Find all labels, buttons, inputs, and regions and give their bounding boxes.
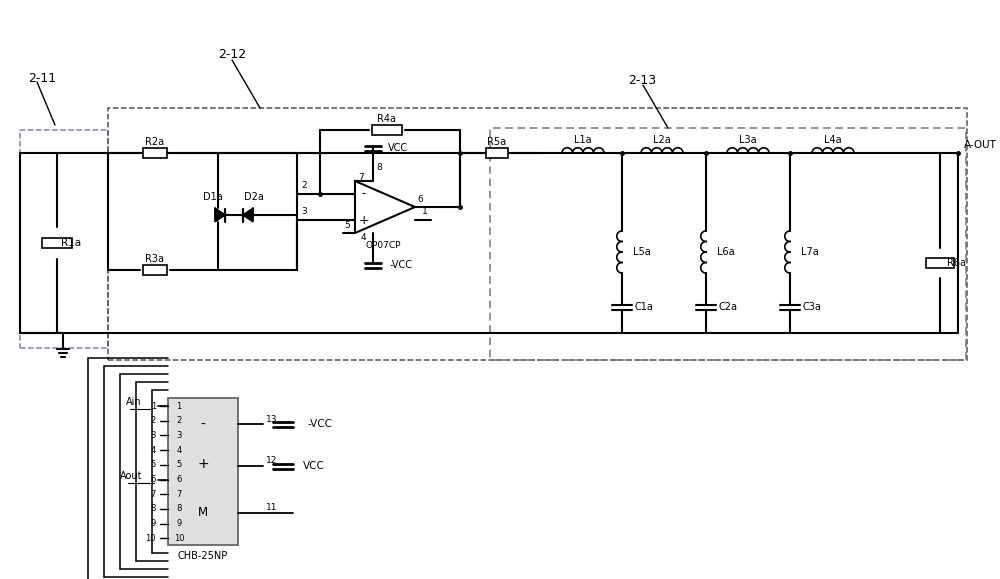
Text: C1a: C1a xyxy=(635,302,653,312)
Bar xyxy=(42,238,72,248)
Polygon shape xyxy=(243,208,253,222)
Text: 2: 2 xyxy=(151,416,156,426)
Text: 4: 4 xyxy=(360,233,366,243)
Bar xyxy=(20,130,108,348)
Bar xyxy=(108,108,967,360)
Text: 1: 1 xyxy=(176,402,182,411)
Text: R5a: R5a xyxy=(487,137,507,147)
Text: D1a: D1a xyxy=(203,192,223,202)
Text: 2-12: 2-12 xyxy=(218,49,246,61)
Text: R3a: R3a xyxy=(146,254,164,264)
Text: -: - xyxy=(362,188,366,200)
Text: R4a: R4a xyxy=(378,114,396,124)
Text: 6: 6 xyxy=(151,475,156,484)
Text: L6a: L6a xyxy=(717,247,735,257)
Text: 7: 7 xyxy=(176,490,182,499)
Text: 4: 4 xyxy=(151,446,156,455)
Bar xyxy=(490,128,966,360)
Text: 7: 7 xyxy=(151,490,156,499)
Text: -: - xyxy=(201,417,205,431)
Text: 6: 6 xyxy=(176,475,182,484)
Text: CHB-25NP: CHB-25NP xyxy=(178,551,228,561)
Bar xyxy=(168,398,238,545)
Bar xyxy=(143,148,167,158)
Text: Aout: Aout xyxy=(120,471,142,481)
Text: L3a: L3a xyxy=(739,135,757,145)
Text: R2a: R2a xyxy=(145,137,165,147)
Bar xyxy=(926,258,954,268)
Text: 6: 6 xyxy=(417,195,423,203)
Text: 5: 5 xyxy=(176,460,182,470)
Text: R1a: R1a xyxy=(61,238,81,248)
Text: 8: 8 xyxy=(151,504,156,514)
Text: 9: 9 xyxy=(151,519,156,528)
Text: VCC: VCC xyxy=(388,143,408,153)
Text: L2a: L2a xyxy=(653,135,671,145)
Text: L4a: L4a xyxy=(824,135,842,145)
Text: 10: 10 xyxy=(146,534,156,543)
Text: 13: 13 xyxy=(266,415,278,424)
Text: +: + xyxy=(359,214,369,226)
Text: 4: 4 xyxy=(176,446,182,455)
Text: 1: 1 xyxy=(422,207,428,217)
Text: C3a: C3a xyxy=(803,302,821,312)
Text: +: + xyxy=(197,457,209,471)
Text: 3: 3 xyxy=(301,207,307,217)
Text: VCC: VCC xyxy=(303,461,325,471)
Text: L5a: L5a xyxy=(633,247,651,257)
Text: 8: 8 xyxy=(176,504,182,514)
Text: 12: 12 xyxy=(266,456,277,465)
Text: D2a: D2a xyxy=(244,192,264,202)
Text: L7a: L7a xyxy=(801,247,819,257)
Bar xyxy=(486,148,508,158)
Polygon shape xyxy=(215,208,225,222)
Text: 3: 3 xyxy=(151,431,156,440)
Text: R6a: R6a xyxy=(948,258,966,268)
Text: 9: 9 xyxy=(176,519,182,528)
Text: 7: 7 xyxy=(358,173,364,181)
Text: 2-13: 2-13 xyxy=(628,74,656,86)
Text: 10: 10 xyxy=(174,534,184,543)
Text: M: M xyxy=(198,506,208,519)
Text: 1: 1 xyxy=(151,402,156,411)
Text: C2a: C2a xyxy=(718,302,738,312)
Text: 3: 3 xyxy=(176,431,182,440)
Bar xyxy=(372,125,402,135)
Text: Ain: Ain xyxy=(126,397,142,407)
Text: OP07CP: OP07CP xyxy=(365,241,401,251)
Text: 2: 2 xyxy=(176,416,182,426)
Bar xyxy=(143,265,167,275)
Text: A-OUT: A-OUT xyxy=(964,140,997,150)
Text: -VCC: -VCC xyxy=(308,419,333,430)
Text: 8: 8 xyxy=(376,163,382,171)
Text: 11: 11 xyxy=(266,503,278,512)
Text: 5: 5 xyxy=(151,460,156,470)
Text: L1a: L1a xyxy=(574,135,592,145)
Text: 2: 2 xyxy=(301,181,307,190)
Text: -VCC: -VCC xyxy=(390,260,413,270)
Text: 5: 5 xyxy=(344,221,350,229)
Text: 2-11: 2-11 xyxy=(28,71,56,85)
